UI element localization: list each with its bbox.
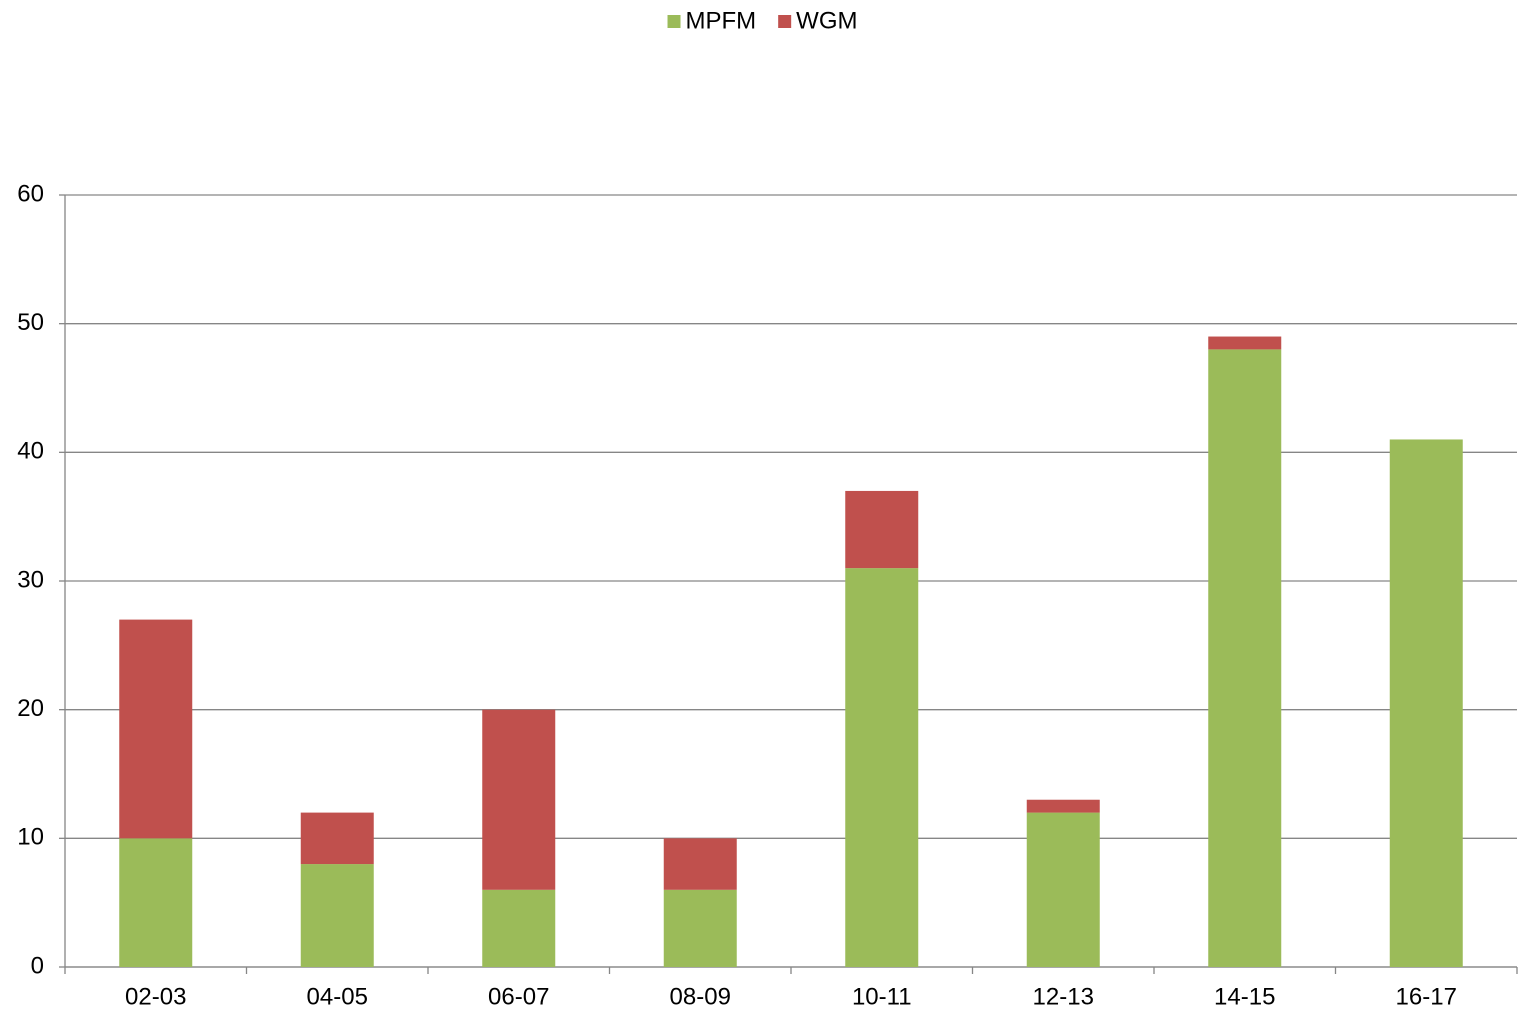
legend-swatch bbox=[667, 15, 681, 28]
y-tick-label: 60 bbox=[17, 180, 44, 207]
bar-segment bbox=[119, 619, 193, 839]
bar-segment bbox=[845, 568, 919, 967]
bar-segment bbox=[300, 864, 374, 967]
x-tick-label: 14-15 bbox=[1214, 983, 1275, 1010]
bar-segment bbox=[1208, 336, 1282, 350]
bar-segment bbox=[663, 838, 737, 890]
y-tick-label: 10 bbox=[17, 824, 44, 851]
x-tick-label: 08-09 bbox=[670, 983, 731, 1010]
bar-segment bbox=[300, 812, 374, 865]
bar-segment bbox=[482, 889, 556, 967]
y-tick-label: 40 bbox=[17, 438, 44, 465]
bar-segment bbox=[1026, 812, 1100, 967]
legend-swatch bbox=[778, 15, 792, 28]
x-tick-label: 02-03 bbox=[125, 983, 186, 1010]
y-tick-label: 30 bbox=[17, 566, 44, 593]
x-tick-label: 04-05 bbox=[307, 983, 368, 1010]
x-tick-label: 10-11 bbox=[852, 983, 912, 1010]
legend-label: MPFM bbox=[686, 7, 757, 34]
y-tick-label: 50 bbox=[17, 309, 44, 336]
bar-segment bbox=[1389, 439, 1463, 967]
legend-label: WGM bbox=[796, 7, 857, 34]
bar-segment bbox=[663, 889, 737, 967]
bar-segment bbox=[1026, 799, 1100, 813]
x-tick-label: 06-07 bbox=[488, 983, 549, 1010]
x-tick-label: 12-13 bbox=[1033, 983, 1094, 1010]
bar-segment bbox=[1208, 349, 1282, 967]
bar-segment bbox=[119, 838, 193, 967]
y-tick-label: 20 bbox=[17, 695, 44, 722]
bar-segment bbox=[845, 490, 919, 569]
bar-segment bbox=[482, 709, 556, 890]
x-tick-label: 16-17 bbox=[1396, 983, 1457, 1010]
y-tick-label: 0 bbox=[31, 952, 44, 979]
